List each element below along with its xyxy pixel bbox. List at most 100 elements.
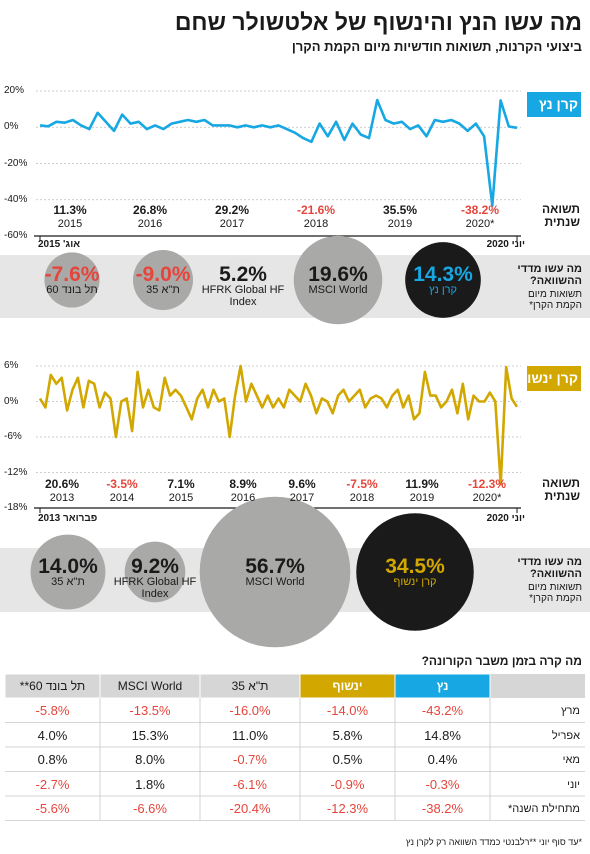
table-cell: -0.7% [233, 752, 267, 767]
comparison-circle [405, 242, 481, 318]
comparison-label: מה עשו מדדי ההשוואה? [517, 556, 582, 581]
annual-value: -21.6% [296, 203, 336, 217]
annual-value: 11.9% [405, 477, 439, 491]
table-header-cell [299, 673, 396, 699]
row-label: יוני [567, 778, 580, 791]
table-cell: 0.5% [332, 752, 363, 767]
table-cell: 1.8% [135, 776, 165, 792]
fund-label-box [527, 366, 581, 391]
comparison-name: ת"א 35 [146, 284, 180, 296]
table-cell: -5.6% [35, 801, 70, 816]
annual-year: 2013 [49, 492, 75, 504]
comparison-circle [30, 534, 106, 610]
table-header: תל בונד 60** [19, 679, 86, 693]
comparison-value: -7.6% [44, 263, 100, 286]
table-cell: -12.3% [326, 801, 369, 816]
table-cell: -20.4% [229, 801, 271, 816]
data-line [39, 98, 518, 207]
table-cell: 0.8% [37, 752, 68, 767]
x-start-label: פברואר 2013 [38, 513, 98, 524]
comparison-circle [124, 541, 186, 603]
annual-value: 20.6% [44, 477, 80, 491]
table-cell: -16.0% [229, 703, 271, 718]
annual-value: -7.5% [346, 477, 378, 491]
table-cell: -5.8% [35, 703, 70, 718]
comparison-sublabel: תשואות מיום הקמת הקרן* [527, 289, 582, 311]
table-header-cell [99, 673, 201, 699]
data-line [38, 364, 519, 486]
x-start-label: אוג' 2015 [38, 239, 81, 250]
y-tick-label: 0% [4, 395, 19, 407]
annual-year: 2015 [168, 492, 194, 504]
table-cell: -0.3% [425, 776, 460, 792]
annual-year: 2020* [472, 492, 502, 504]
comparison-value: -9.0% [135, 263, 191, 286]
annual-year: 2019 [409, 492, 435, 504]
table-header-cell [199, 673, 301, 699]
y-tick-label: 20% [4, 85, 25, 96]
x-end-label: יוני 2020 [486, 239, 525, 250]
annual-year: 2020* [465, 218, 495, 230]
comparison-name: MSCI World [245, 576, 305, 588]
y-tick-label: 0% [4, 121, 19, 133]
annual-value: 11.3% [53, 203, 87, 217]
table-header: נץ [436, 679, 449, 693]
annual-value: -38.2% [460, 203, 500, 217]
annual-year: 2016 [137, 218, 163, 230]
table-cell: -43.2% [421, 703, 464, 718]
table-header-cell [490, 674, 585, 698]
title: מה עשו הנץ והינשוף של אלטשולר שחם [174, 9, 582, 35]
table-header-cell [4, 673, 101, 699]
annual-year: 2017 [219, 218, 245, 230]
row-label: מתחילת השנה* [507, 803, 580, 815]
subtitle: ביצועי הקרנות, תשואות חודשיות מיום הקמת … [291, 39, 582, 54]
comparison-name: HFRK Global HF Index [201, 284, 285, 309]
table-cell: -14.0% [326, 703, 369, 718]
comparison-circle [133, 250, 193, 310]
table-header-cell [394, 673, 491, 699]
table-cell: -38.2% [421, 801, 464, 816]
y-tick-label: -20% [4, 157, 28, 169]
table-cell: 8.0% [135, 752, 165, 767]
table-cell: -2.7% [35, 776, 70, 792]
comparison-name: ת"א 35 [51, 576, 85, 588]
annual-label: תשואה שנתית [542, 202, 580, 230]
row-label: מאי [562, 754, 580, 766]
y-tick-label: 6% [4, 360, 19, 371]
annual-value: 7.1% [167, 477, 195, 491]
table-header: ת"א 35 [231, 679, 269, 693]
fund-label: קרן ינשוף [517, 370, 578, 386]
comparison-value: 9.2% [131, 555, 179, 578]
table-cell: 5.8% [332, 727, 363, 743]
annual-label: תשואה שנתית [542, 476, 580, 504]
comparison-value: 56.7% [245, 555, 305, 578]
footnote: *עד סוף יוני **רלבנטי כמדד השוואה רק לקר… [405, 837, 582, 847]
comparison-value: 14.3% [413, 263, 473, 286]
table-cell: -6.1% [233, 776, 267, 792]
annual-year: 2018 [349, 492, 375, 504]
y-tick-label: -60% [4, 230, 28, 241]
table-cell: 4.0% [37, 727, 68, 743]
comparison-value: 5.2% [219, 263, 267, 286]
comparison-circle [220, 257, 266, 303]
table-cell: -13.5% [129, 703, 171, 718]
annual-value: 29.2% [214, 203, 250, 217]
comparison-circle [199, 496, 351, 648]
table-cell: 0.4% [427, 752, 458, 767]
y-tick-label: -40% [4, 193, 28, 205]
annual-value: -12.3% [467, 477, 507, 491]
annual-year: 2019 [387, 218, 413, 230]
x-end-label: יוני 2020 [486, 513, 525, 524]
comparison-value: 19.6% [308, 263, 368, 286]
comparison-name: MSCI World [308, 284, 368, 296]
table-cell: -6.6% [133, 801, 167, 816]
comparison-circle [356, 513, 474, 631]
comparison-value: 34.5% [385, 555, 445, 578]
annual-value: 9.6% [288, 477, 316, 491]
annual-year: 2015 [57, 218, 83, 230]
annual-value: 8.9% [229, 477, 257, 491]
y-tick-label: -12% [4, 466, 28, 478]
comparison-name: קרן נץ [428, 284, 458, 296]
annual-year: 2014 [109, 492, 135, 504]
